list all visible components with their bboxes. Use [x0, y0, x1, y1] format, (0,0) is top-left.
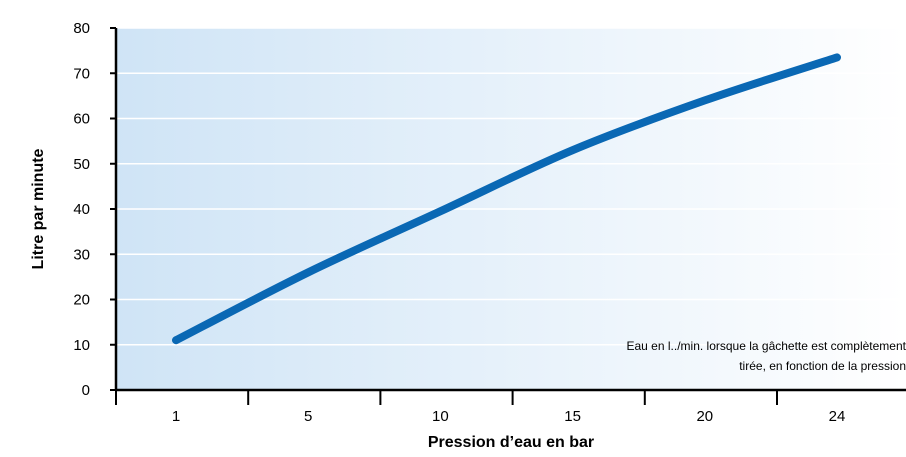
x-tick-label-3: 15 — [564, 408, 581, 425]
x-axis-ticks: 1 5 10 15 20 24 — [115, 390, 846, 425]
data-point-5 — [833, 53, 841, 61]
data-point-3 — [569, 146, 577, 154]
x-tick-label-4: 20 — [696, 408, 713, 425]
y-tick-label-6: 60 — [73, 111, 90, 128]
x-tick-label-1: 5 — [304, 408, 312, 425]
annotation-line-2: tirée, en fonction de la pression — [739, 359, 906, 373]
annotation-line-1: Eau en l../min. lorsque la gâchette est … — [627, 339, 906, 353]
y-tick-label-5: 50 — [73, 156, 90, 173]
y-axis-ticks: 0 10 20 30 40 50 60 70 80 — [73, 20, 116, 399]
y-tick-label-3: 30 — [73, 246, 90, 263]
y-tick-label-7: 70 — [73, 65, 90, 82]
series-points — [172, 53, 841, 344]
data-point-1 — [304, 268, 312, 276]
y-tick-label-8: 80 — [73, 20, 90, 37]
data-point-2 — [436, 207, 444, 215]
y-tick-label-2: 20 — [73, 292, 90, 309]
x-axis-title: Pression d’eau en bar — [428, 434, 594, 451]
y-tick-label-4: 40 — [73, 201, 90, 218]
series-line — [172, 53, 841, 345]
y-axis-title: Litre par minute — [30, 148, 47, 269]
data-point-4 — [701, 96, 709, 104]
x-tick-label-5: 24 — [829, 408, 846, 425]
x-tick-label-0: 1 — [172, 408, 180, 425]
data-point-0 — [172, 336, 180, 344]
x-tick-label-2: 10 — [432, 408, 449, 425]
y-tick-label-1: 10 — [73, 337, 90, 354]
y-tick-label-0: 0 — [82, 382, 90, 399]
